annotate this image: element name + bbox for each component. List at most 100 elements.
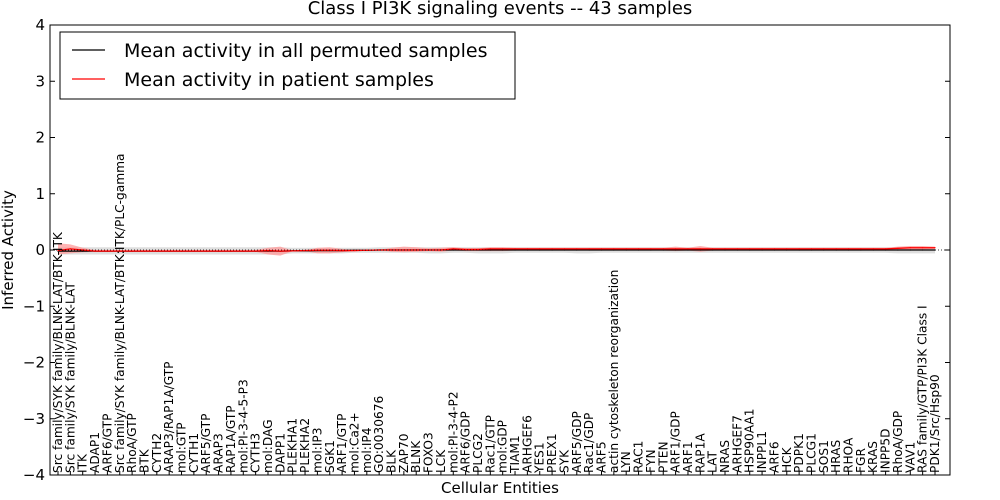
legend-entry-permuted: Mean activity in all permuted samples	[124, 40, 487, 62]
category-label: Rac1/GDP	[582, 413, 596, 473]
category-label: BTK	[137, 448, 151, 473]
category-label: HRAS	[829, 440, 843, 473]
category-label: FOXO3	[422, 432, 436, 473]
patient-point	[526, 248, 528, 250]
patient-point	[724, 248, 726, 250]
category-label: INPP5D	[879, 428, 893, 473]
patient-point	[675, 248, 677, 250]
permuted-point	[786, 249, 788, 251]
patient-point	[699, 248, 701, 250]
category-label: Src family/SYK family/BLNK-LAT	[63, 282, 77, 473]
y-tick-label: −2	[23, 354, 45, 372]
permuted-point	[712, 249, 714, 251]
patient-point	[563, 248, 566, 250]
category-label: actin cytoskeleton reorganization	[607, 270, 621, 473]
permuted-point	[909, 249, 911, 251]
category-label: ARF1/GTP	[335, 414, 349, 473]
patient-point	[180, 250, 183, 252]
y-tick-label: 4	[35, 16, 45, 34]
patient-point	[477, 248, 479, 251]
category-label: ARF5/GTP	[199, 414, 213, 473]
patient-point	[637, 248, 640, 250]
category-label: mol:GTP	[175, 422, 189, 473]
category-label: SYK	[557, 449, 571, 473]
permuted-point	[798, 249, 800, 251]
category-label: RAS family/GTP/PI3K Class I	[916, 305, 930, 473]
category-label: SOS1	[817, 440, 831, 473]
category-label: ARF1/GDP	[669, 411, 683, 473]
category-label: PLEKHA2	[298, 418, 312, 473]
patient-point	[255, 250, 257, 252]
patient-point	[922, 247, 924, 249]
category-label: SGK1	[323, 440, 337, 473]
category-label: VAV1	[903, 442, 917, 473]
patient-point	[366, 249, 368, 251]
patient-point	[502, 248, 504, 250]
category-label: RhoA/GTP	[125, 413, 139, 473]
category-label: mol:IP4	[360, 427, 374, 473]
y-tick-label: −4	[23, 466, 45, 484]
permuted-point	[810, 249, 813, 251]
category-label: RAP1A	[693, 433, 707, 473]
patient-point	[860, 248, 862, 250]
category-label: ARF6	[767, 441, 781, 473]
patient-point	[489, 248, 491, 250]
patient-point	[292, 250, 294, 252]
category-label: LCK	[434, 449, 448, 473]
patient-point	[934, 247, 936, 249]
category-label: ARAP3	[212, 433, 226, 473]
permuted-point	[922, 249, 924, 251]
category-label: mol:GDP	[496, 420, 510, 473]
patient-point	[736, 248, 738, 250]
category-label: PLEKHA1	[286, 418, 300, 473]
patient-point	[156, 250, 158, 252]
patient-point	[884, 248, 887, 250]
category-label: BLK	[385, 449, 399, 473]
category-label: FYN	[644, 449, 658, 473]
category-label: LYN	[619, 451, 633, 473]
patient-point	[773, 248, 776, 250]
permuted-point	[502, 249, 504, 251]
permuted-point	[489, 249, 491, 251]
category-label: PREX1	[545, 433, 559, 473]
category-label: YES1	[533, 442, 547, 474]
patient-point	[539, 248, 541, 250]
category-label: PLCG1	[804, 433, 818, 473]
category-label: INPPL1	[755, 431, 769, 473]
category-label: PDPK1	[792, 433, 806, 473]
permuted-point	[82, 250, 84, 252]
category-label: mol:Ca2+	[347, 412, 361, 473]
patient-point	[749, 248, 751, 250]
patient-point	[217, 250, 220, 252]
category-label: RAC1	[632, 441, 646, 473]
category-label: NRAS	[718, 440, 732, 473]
patient-point	[205, 250, 207, 252]
chart-title: Class I PI3K signaling events -- 43 samp…	[308, 0, 693, 19]
patient-point	[119, 250, 121, 252]
patient-point	[514, 248, 516, 250]
category-label: CYTH1	[187, 433, 201, 473]
patient-point	[712, 248, 714, 250]
patient-point	[452, 248, 454, 250]
category-label: DAPP1	[273, 433, 287, 473]
patient-point	[390, 249, 393, 251]
permuted-point	[69, 250, 71, 252]
patient-point	[267, 249, 269, 252]
category-label: Rac1/GTP	[483, 415, 497, 473]
y-tick-label: 3	[35, 72, 45, 90]
category-label: ZAP70	[397, 433, 411, 473]
legend-box	[59, 31, 516, 100]
patient-point	[230, 250, 232, 252]
patient-point	[576, 248, 578, 250]
category-label: ARF1	[681, 441, 695, 473]
patient-point	[57, 249, 59, 252]
permuted-point	[687, 249, 689, 251]
category-label: BLNK	[409, 440, 423, 473]
permuted-point	[588, 249, 590, 251]
permuted-point	[897, 249, 899, 251]
patient-point	[168, 250, 170, 252]
patient-point	[613, 248, 615, 250]
patient-point	[786, 248, 788, 250]
category-label: GO:0030676	[372, 396, 386, 473]
y-axis-label: Inferred Activity	[0, 190, 17, 310]
